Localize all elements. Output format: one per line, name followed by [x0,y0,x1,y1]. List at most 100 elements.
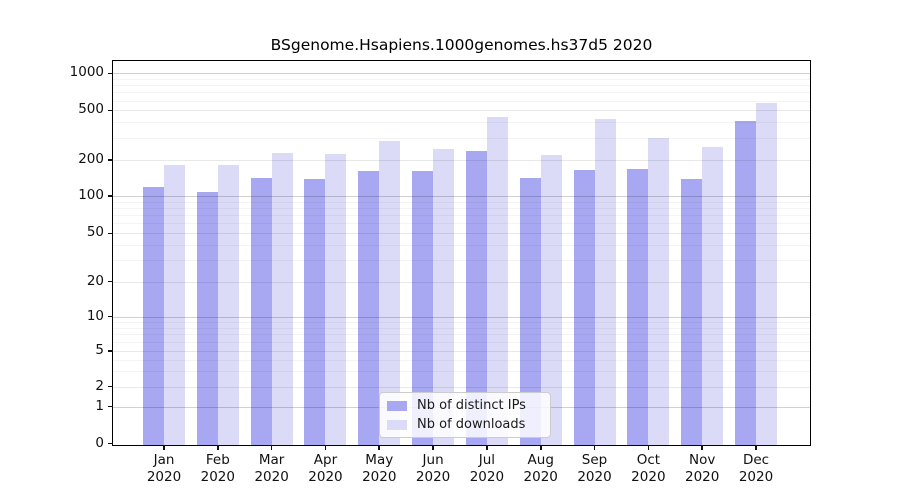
x-tick-label-may: May 2020 [351,452,407,486]
x-tick-year: 2020 [254,468,289,485]
y-tick-label-200: 200 [78,150,104,167]
x-tick-jun [432,445,434,450]
bar-distinct-ips-jan [143,187,164,445]
x-tick-label-mar: Mar 2020 [244,452,300,486]
x-tick-month: Jan [153,452,175,468]
x-tick-month: Oct [636,452,661,468]
bar-distinct-ips-aug [519,178,541,445]
y-gridline-minor [113,137,810,139]
y-tick-label-500: 500 [78,101,104,118]
x-tick-mar [270,445,273,450]
bar-downloads-sep [594,119,616,445]
y-tick-2 [108,385,113,388]
x-tick-label-dec: Dec 2020 [728,452,784,486]
x-tick-label-aug: Aug 2020 [513,452,569,486]
bar-distinct-ips-may [358,170,380,445]
bar-distinct-ips-nov [681,179,703,445]
y-tick-20 [108,280,113,283]
x-tick-sep [593,445,596,450]
y-tick-label-50: 50 [86,224,104,241]
bar-downloads-oct [648,137,670,445]
y-gridline-500 [113,110,810,112]
x-tick-month: Dec [742,452,770,468]
x-tick-label-jul: Jul 2020 [459,452,515,486]
x-tick-oct [647,445,650,450]
x-tick-month: Apr [313,452,338,468]
x-tick-nov [701,445,703,450]
x-tick-month: Sep [581,452,608,468]
bar-distinct-ips-dec [735,121,756,445]
bar-distinct-ips-sep [573,169,595,445]
bar-downloads-jul [486,117,508,445]
legend-swatch-downloads [387,419,407,430]
x-tick-label-oct: Oct 2020 [620,452,676,486]
y-gridline-minor [113,85,810,87]
y-gridline-minor [113,78,810,80]
x-tick-month: Mar [258,452,285,468]
bar-downloads-may [379,141,401,445]
y-tick-100 [108,195,113,197]
y-gridline-minor [113,92,810,94]
x-tick-year: 2020 [469,468,505,485]
x-tick-jul [486,445,488,450]
x-tick-label-jan: Jan 2020 [136,452,192,486]
x-tick-year: 2020 [308,468,343,485]
x-tick-year: 2020 [362,468,397,485]
x-tick-label-feb: Feb 2020 [190,452,246,486]
y-tick-label-1000: 1000 [69,64,104,81]
bar-distinct-ips-jul [465,150,487,445]
y-gridline-minor [113,100,810,102]
bar-downloads-dec [756,103,777,445]
y-tick-label-10: 10 [86,307,104,324]
y-tick-label-1: 1 [95,397,104,414]
x-tick-month: Nov [688,452,716,468]
y-tick-5 [108,350,113,352]
bar-distinct-ips-mar [250,177,272,445]
legend-item-distinct-ips: Nb of distinct IPs [387,398,542,413]
legend-label: Nb of downloads [417,417,526,432]
x-tick-aug [539,445,542,450]
x-tick-year: 2020 [415,468,451,485]
y-tick-label-0: 0 [95,434,104,451]
y-tick-1 [108,405,113,408]
y-gridline-1000 [113,73,810,75]
x-tick-label-sep: Sep 2020 [567,452,623,486]
x-tick-feb [217,445,219,450]
y-gridline-minor [113,122,810,124]
x-tick-year: 2020 [577,468,612,485]
chart-title: BSgenome.Hsapiens.1000genomes.hs37d5 202… [270,36,653,54]
x-tick-month: May [365,452,394,468]
x-tick-may [378,445,381,450]
x-tick-year: 2020 [146,468,182,485]
y-tick-label-5: 5 [95,342,104,358]
bar-distinct-ips-apr [304,179,326,445]
x-tick-month: Aug [527,452,554,468]
y-tick-50 [108,232,113,235]
x-tick-label-jun: Jun 2020 [405,452,461,486]
legend-label: Nb of distinct IPs [417,398,526,413]
bar-distinct-ips-jun [412,170,434,445]
x-tick-year: 2020 [200,468,235,485]
y-tick-label-2: 2 [95,377,104,394]
x-tick-year: 2020 [523,468,558,485]
x-tick-apr [324,445,327,450]
legend-swatch-distinct-ips [387,400,407,411]
x-tick-month: Feb [205,452,230,468]
x-tick-label-nov: Nov 2020 [674,452,730,486]
bar-downloads-mar [271,153,293,445]
y-tick-500 [108,109,113,112]
y-tick-200 [108,159,113,161]
plot-area: 0 1 2 5 10 20 50 100 200 500 1000 Jan 2020 Feb 2020 Mar… [70,60,811,485]
y-tick-1000 [108,72,113,75]
bar-distinct-ips-feb [196,192,218,445]
x-tick-year: 2020 [631,468,666,485]
x-tick-label-apr: Apr 2020 [297,452,353,486]
x-tick-year: 2020 [684,468,720,485]
bar-downloads-nov [702,146,724,445]
x-tick-jan [163,445,165,450]
x-tick-month: Jul [478,452,496,468]
y-tick-10 [108,315,113,318]
y-tick-label-100: 100 [78,187,104,203]
legend-item-downloads: Nb of downloads [387,417,542,432]
